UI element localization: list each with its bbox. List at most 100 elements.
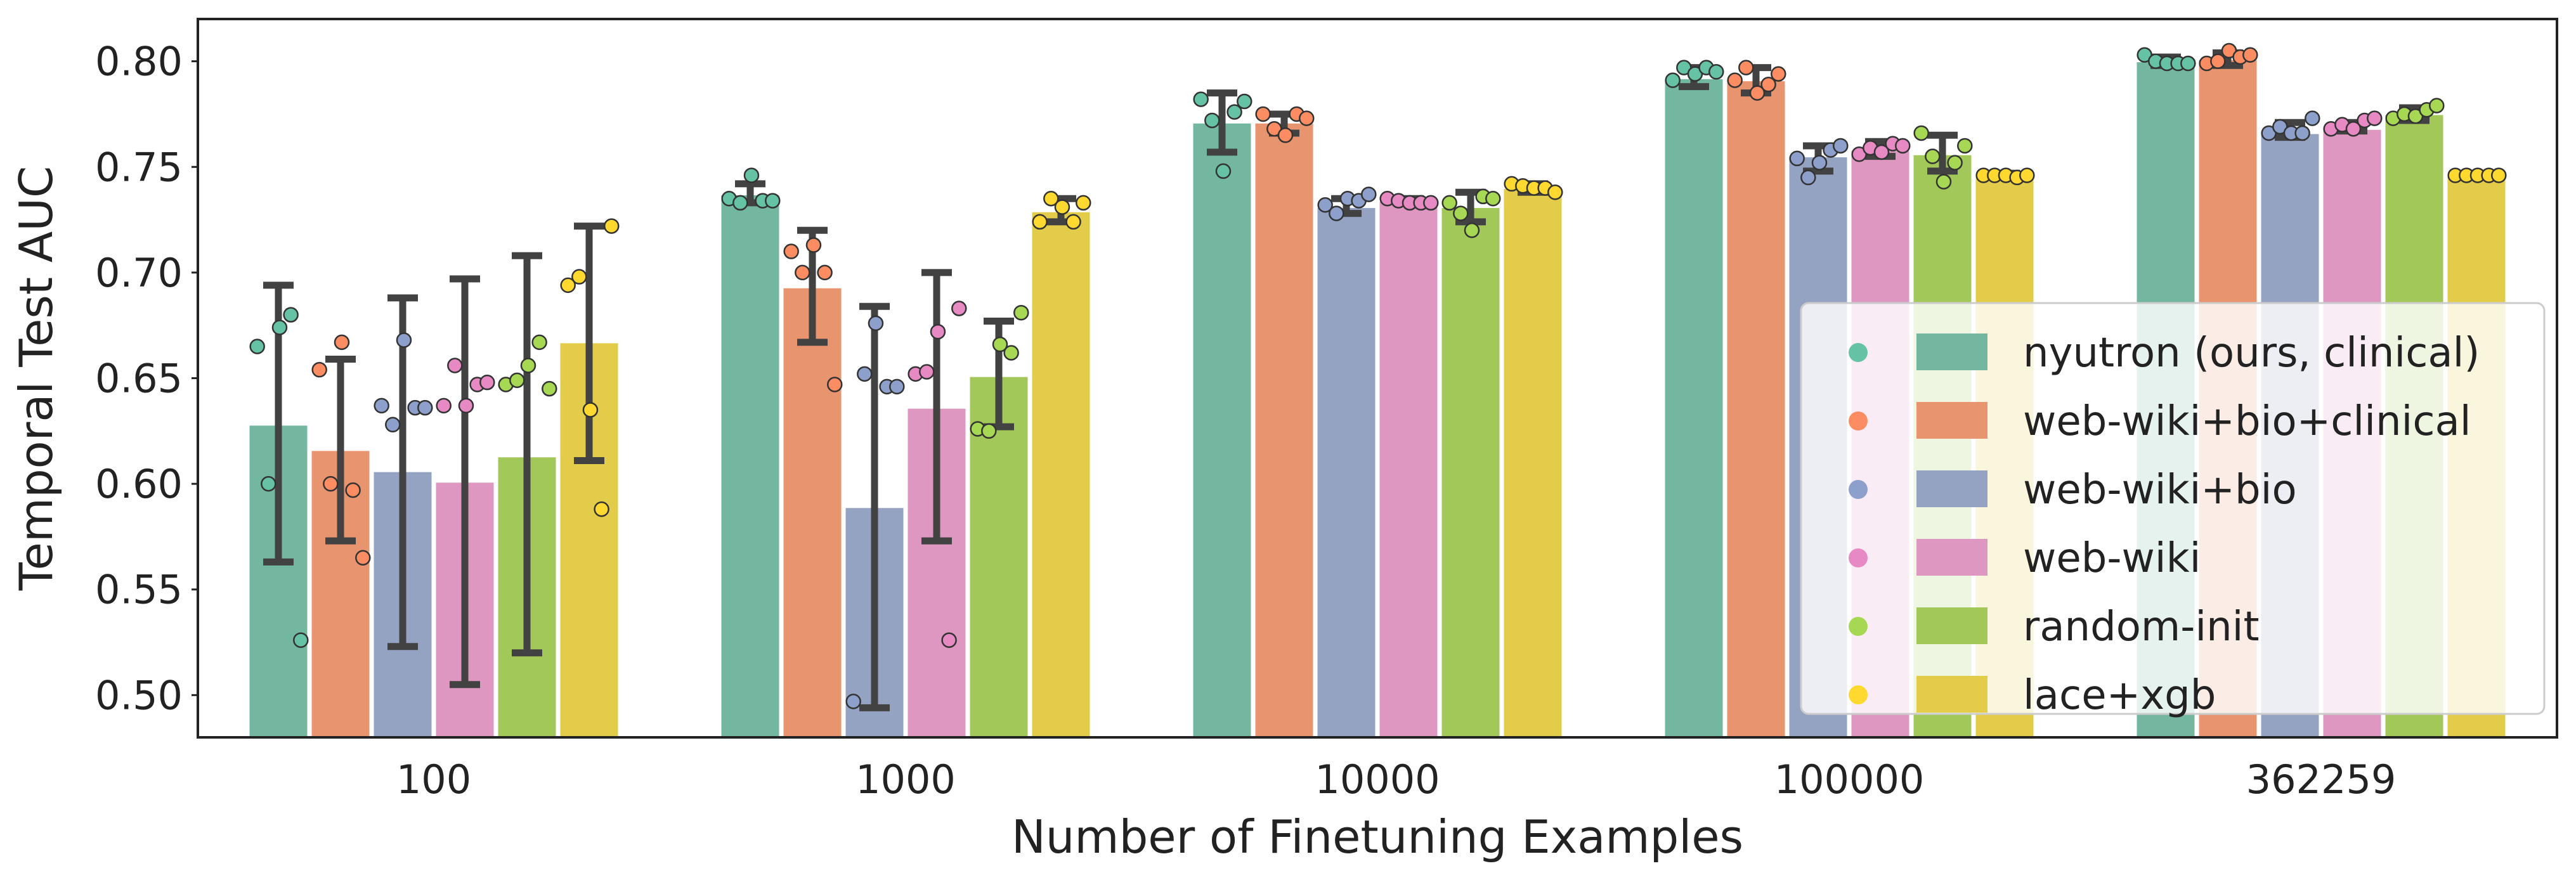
data-point-web-wiki-362259 — [2367, 110, 2383, 126]
legend-swatch-random-init — [1916, 607, 1987, 644]
data-point-web-wiki-100 — [447, 358, 463, 373]
data-point-random-init-100000 — [1913, 125, 1929, 141]
x-tick-label: 100 — [396, 756, 471, 803]
data-point-web-wiki+bio-100000 — [1800, 169, 1816, 186]
data-point-web-wiki-100000 — [1873, 144, 1890, 160]
data-point-web-wiki+bio+clinical-1000 — [783, 243, 799, 259]
data-point-random-init-100 — [542, 380, 557, 397]
data-point-random-init-100000 — [1935, 174, 1952, 190]
data-point-web-wiki+bio+clinical-100000 — [1738, 60, 1754, 75]
x-tick-label: 100000 — [1774, 756, 1925, 803]
data-point-web-wiki+bio+clinical-10000 — [1277, 127, 1294, 143]
data-point-web-wiki+bio+clinical-100 — [311, 361, 327, 378]
bar-web-wiki+bio-10000 — [1315, 206, 1377, 739]
data-point-lace+xgb-1000 — [1076, 195, 1091, 211]
y-tick-label: 0.50 — [95, 672, 183, 718]
x-axis-title: Number of Finetuning Examples — [1012, 810, 1743, 864]
data-point-web-wiki+bio-100 — [396, 332, 412, 348]
data-point-web-wiki-100 — [479, 374, 495, 391]
data-point-web-wiki+bio+clinical-1000 — [805, 237, 822, 253]
data-point-nyutron (ours, clinical)-100 — [283, 307, 299, 323]
axes: Temporal Test AUC Number of Finetuning E… — [10, 166, 1743, 864]
y-tick-label: 0.80 — [95, 39, 183, 85]
data-point-web-wiki+bio+clinical-100000 — [1749, 85, 1766, 101]
data-point-nyutron (ours, clinical)-100 — [249, 339, 265, 354]
data-point-web-wiki+bio-100000 — [1833, 138, 1849, 154]
data-point-nyutron (ours, clinical)-100000 — [1708, 64, 1724, 80]
legend-label-lace+xgb: lace+xgb — [2023, 672, 2216, 719]
y-tick-label: 0.70 — [95, 250, 183, 296]
data-point-web-wiki-10000 — [1423, 195, 1439, 211]
data-point-nyutron (ours, clinical)-362259 — [2180, 55, 2196, 72]
bar-web-wiki+bio+clinical-10000 — [1253, 121, 1315, 739]
bar-web-wiki+bio+clinical-1000 — [781, 286, 843, 739]
data-point-random-init-100 — [520, 358, 537, 373]
y-tick-label: 0.55 — [95, 567, 183, 613]
data-point-lace+xgb-100 — [560, 277, 576, 294]
data-point-web-wiki+bio-100 — [385, 417, 401, 433]
data-point-web-wiki+bio-100000 — [1789, 150, 1805, 167]
data-point-lace+xgb-100 — [594, 501, 609, 517]
legend-marker-lace+xgb — [1849, 685, 1868, 704]
x-tick-label: 10000 — [1315, 756, 1440, 803]
data-point-web-wiki+bio-10000 — [1317, 197, 1333, 213]
legend-swatch-lace+xgb — [1916, 676, 1987, 713]
legend-label-web-wiki+bio: web-wiki+bio — [2023, 467, 2297, 514]
legend-swatch-web-wiki+bio — [1916, 470, 1987, 507]
data-point-web-wiki+bio+clinical-100 — [355, 550, 371, 566]
data-point-web-wiki+bio-362259 — [2294, 125, 2310, 141]
data-point-web-wiki+bio-100 — [417, 399, 433, 416]
y-tick-label: 0.65 — [95, 356, 183, 402]
data-point-web-wiki+bio+clinical-362259 — [2210, 53, 2226, 69]
legend-marker-web-wiki — [1849, 548, 1868, 567]
data-point-random-init-100000 — [1947, 155, 1963, 171]
data-point-nyutron (ours, clinical)-100 — [293, 632, 309, 648]
data-point-web-wiki+bio-100000 — [1811, 155, 1828, 171]
data-point-web-wiki-1000 — [930, 323, 946, 340]
bar-nyutron (ours, clinical)-10000 — [1191, 121, 1253, 739]
legend-label-web-wiki+bio+clinical: web-wiki+bio+clinical — [2023, 398, 2471, 445]
data-point-web-wiki+bio-1000 — [889, 379, 905, 395]
data-point-random-init-10000 — [1453, 205, 1469, 221]
data-point-web-wiki+bio+clinical-1000 — [795, 264, 810, 281]
x-tick-label: 362259 — [2246, 756, 2397, 803]
data-point-nyutron (ours, clinical)-100000 — [1665, 72, 1681, 88]
data-point-web-wiki-1000 — [941, 632, 957, 648]
data-point-random-init-1000 — [992, 336, 1008, 353]
data-point-random-init-10000 — [1464, 222, 1480, 238]
data-point-web-wiki+bio+clinical-10000 — [1299, 110, 1315, 126]
legend-marker-web-wiki+bio — [1849, 480, 1868, 499]
legend-swatch-web-wiki+bio+clinical — [1916, 402, 1987, 439]
bar-web-wiki+bio+clinical-100000 — [1725, 79, 1787, 739]
data-point-web-wiki-1000 — [919, 364, 935, 380]
data-point-random-init-10000 — [1485, 191, 1501, 207]
bar-random-init-10000 — [1440, 206, 1502, 739]
data-point-web-wiki+bio-10000 — [1361, 186, 1377, 202]
y-axis-title: Temporal Test AUC — [10, 166, 63, 591]
legend-marker-web-wiki+bio+clinical — [1849, 411, 1868, 430]
data-point-lace+xgb-100 — [582, 402, 599, 418]
data-point-web-wiki+bio+clinical-10000 — [1255, 106, 1271, 122]
data-point-web-wiki+bio-1000 — [845, 694, 861, 709]
bar-nyutron (ours, clinical)-100000 — [1663, 77, 1725, 739]
bar-web-wiki-10000 — [1377, 200, 1440, 739]
data-point-web-wiki-362259 — [2345, 121, 2362, 137]
data-point-random-init-10000 — [1441, 195, 1457, 211]
data-point-random-init-100 — [531, 334, 547, 351]
bar-nyutron (ours, clinical)-1000 — [719, 193, 781, 739]
data-point-web-wiki+bio-362259 — [2305, 110, 2320, 126]
data-point-web-wiki+bio-10000 — [1329, 205, 1344, 221]
data-point-lace+xgb-10000 — [1547, 184, 1563, 200]
data-point-lace+xgb-100 — [604, 218, 620, 234]
data-point-lace+xgb-362259 — [2491, 167, 2507, 183]
data-point-lace+xgb-100 — [571, 269, 587, 285]
data-point-random-init-1000 — [981, 423, 997, 439]
data-point-web-wiki+bio+clinical-100000 — [1727, 72, 1743, 88]
data-point-nyutron (ours, clinical)-1000 — [765, 193, 781, 209]
data-point-web-wiki+bio+clinical-100 — [323, 476, 339, 492]
data-point-random-init-1000 — [1003, 345, 1019, 361]
y-tick-label: 0.60 — [95, 461, 183, 507]
data-point-nyutron (ours, clinical)-1000 — [743, 167, 760, 183]
